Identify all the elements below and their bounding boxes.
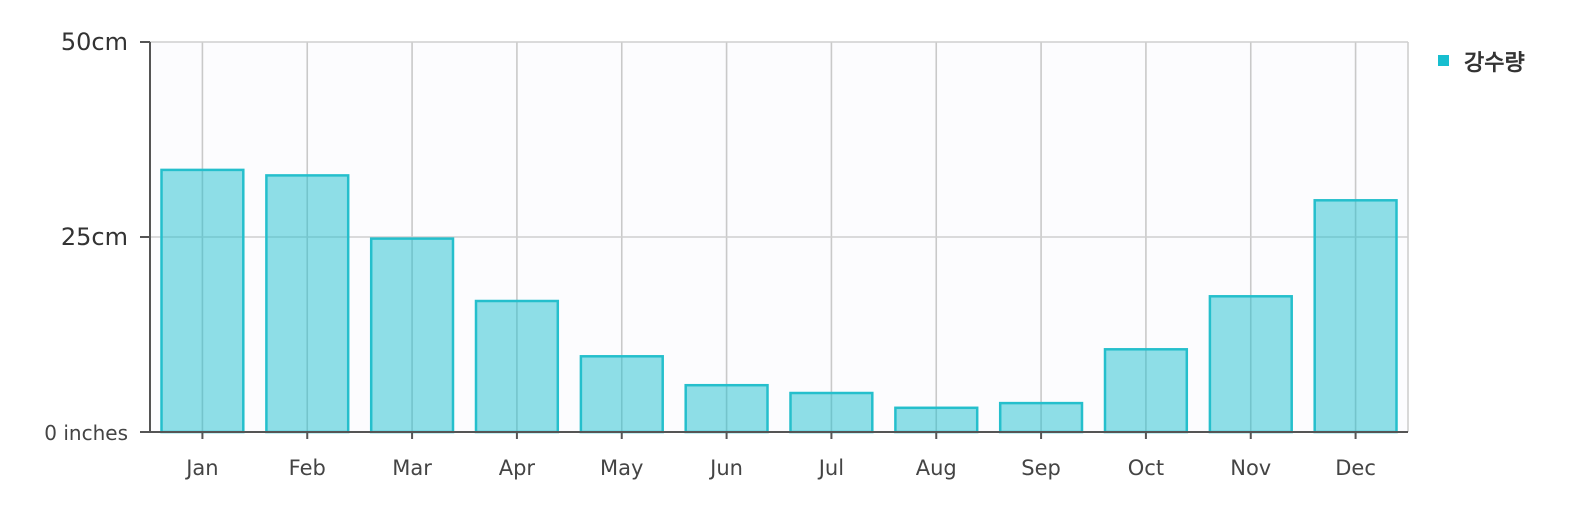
grid-lines <box>150 41 1409 432</box>
legend[interactable]: 강수량 <box>1438 51 1525 76</box>
y-tick-label: 50cm <box>61 28 128 56</box>
bar-feb[interactable] <box>265 174 350 434</box>
bar-jun[interactable] <box>684 383 769 434</box>
x-tick-label: Feb <box>289 456 326 480</box>
legend-label: 강수량 <box>1464 51 1525 76</box>
bar-jul[interactable] <box>789 391 874 434</box>
x-tick-label: Jun <box>708 456 743 480</box>
x-tick-label: Jan <box>184 456 218 480</box>
y-tick-label: 25cm <box>61 223 128 251</box>
legend-swatch <box>1438 55 1449 66</box>
y-axis-ticks: 0 inches 25cm 50cm <box>44 28 150 445</box>
bar-sep[interactable] <box>998 401 1084 434</box>
x-tick-label: Apr <box>499 456 536 480</box>
bar-mar[interactable] <box>369 237 455 434</box>
bar-apr[interactable] <box>474 299 560 434</box>
bar-may[interactable] <box>579 355 664 434</box>
x-tick-label: May <box>600 456 643 480</box>
x-axis-ticks: Jan Feb Mar Apr May Jun Jul Aug Sep Oct Nov Dec <box>184 432 1376 480</box>
bar-nov[interactable] <box>1208 295 1293 434</box>
bar-dec[interactable] <box>1313 199 1398 434</box>
bar-oct[interactable] <box>1103 348 1189 434</box>
bars <box>160 168 1398 434</box>
x-tick-label: Sep <box>1021 456 1061 480</box>
x-tick-label: Jul <box>817 456 844 480</box>
bar-aug[interactable] <box>894 406 979 434</box>
x-tick-label: Oct <box>1128 456 1164 480</box>
x-tick-label: Mar <box>392 456 432 480</box>
x-tick-label: Dec <box>1335 456 1376 480</box>
y-tick-label: 0 inches <box>44 421 128 445</box>
x-tick-label: Nov <box>1230 456 1271 480</box>
bar-jan[interactable] <box>160 168 245 434</box>
x-tick-label: Aug <box>916 456 957 480</box>
